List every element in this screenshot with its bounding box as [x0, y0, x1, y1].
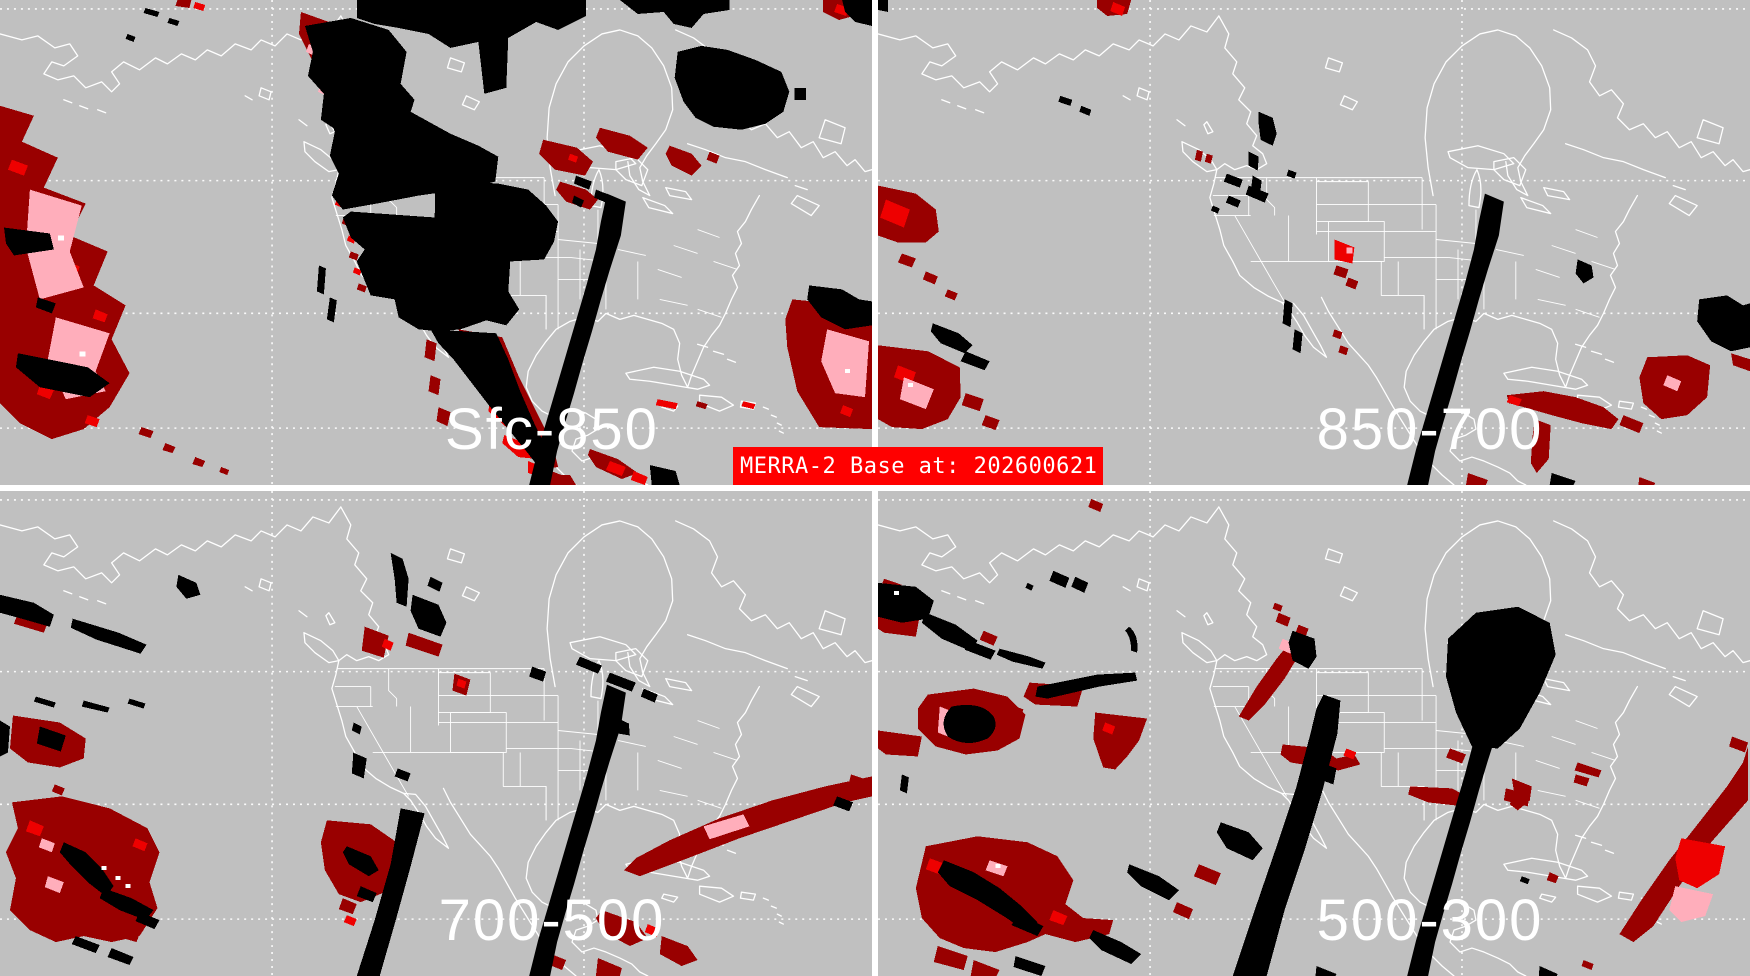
base-time-banner: MERRA-2 Base at: 202600621: [733, 447, 1103, 485]
layer-data-700-500: [0, 552, 872, 976]
layer-label-850-700: 850-700: [1316, 397, 1544, 462]
layer-label-sfc-850: Sfc-850: [445, 397, 659, 462]
layer-data-sfc-850: [0, 0, 872, 485]
panel-500-300: 500-300: [878, 491, 1750, 976]
layer-data-500-300: [878, 498, 1749, 976]
layer-label-500-300: 500-300: [1316, 888, 1544, 953]
layer-data-850-700: [878, 0, 1750, 485]
base-time-banner-text: MERRA-2 Base at: 202600621: [740, 453, 1098, 479]
layer-label-700-500: 700-500: [438, 888, 666, 953]
panel-850-700: 850-700: [878, 0, 1750, 485]
panel-700-500: 700-500: [0, 491, 872, 976]
panel-sfc-850: Sfc-850: [0, 0, 872, 485]
